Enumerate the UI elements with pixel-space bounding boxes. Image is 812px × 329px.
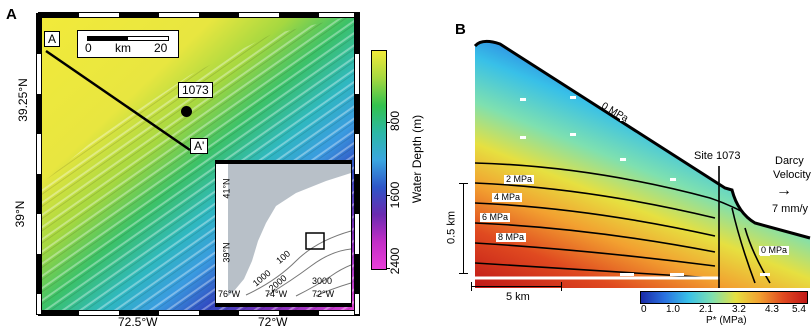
map-frame-right xyxy=(354,13,360,315)
inset-frame-bar xyxy=(216,303,351,306)
velocity-arrow xyxy=(570,96,576,99)
inset-lon-2: 74°W xyxy=(265,289,288,299)
lat-label-1: 39.25°N xyxy=(16,78,30,122)
pressure-tick-4: 4.3 xyxy=(765,304,779,315)
contour-label-8mpa: 8 MPa xyxy=(496,232,527,242)
horizontal-scale-cap xyxy=(561,282,562,291)
scale-bar-end: 20 xyxy=(154,41,168,55)
depth-tick-800: 800 xyxy=(388,110,402,132)
inset-frame-bar xyxy=(216,161,351,164)
lon-label-2: 72°W xyxy=(258,315,288,329)
pressure-tick-5: 5.4 xyxy=(792,304,806,315)
horizontal-scale-bar xyxy=(471,286,562,287)
contour-label-6mpa: 6 MPa xyxy=(480,212,511,222)
inset-lat-1: 41°N xyxy=(221,178,232,199)
panel-a-label: A xyxy=(6,6,17,23)
lon-label-1: 72.5°W xyxy=(118,315,158,329)
horizontal-scale-cap xyxy=(471,282,472,291)
pressure-colorbar xyxy=(640,291,808,304)
seafloor-line xyxy=(473,39,811,240)
pressure-tick-3: 3.2 xyxy=(732,304,746,315)
vertical-scale-bar xyxy=(463,183,464,274)
scale-bar-box: 0 km 20 xyxy=(77,30,179,58)
inset-contour-line xyxy=(295,264,352,297)
inset-contour-line xyxy=(245,230,352,296)
velocity-arrow xyxy=(620,118,626,121)
scale-bar xyxy=(87,36,169,41)
inset-contour-3000: 3000 xyxy=(312,276,333,286)
velocity-arrow xyxy=(570,133,576,136)
contour-label-4mpa: 4 MPa xyxy=(492,192,523,202)
site-label: 1073 xyxy=(178,82,213,98)
velocity-arrow xyxy=(520,98,526,101)
depth-colorbar xyxy=(371,50,387,270)
depth-colorbar-title: Water Depth (m) xyxy=(410,114,424,204)
site-1073-label: Site 1073 xyxy=(694,150,741,162)
inset-lon-1: 76°W xyxy=(218,289,241,299)
depth-tick-1600: 1600 xyxy=(388,181,402,209)
profile-line xyxy=(45,49,191,152)
velocity-arrow xyxy=(760,273,770,276)
pressure-colorbar-title: P* (MPa) xyxy=(706,315,747,326)
contour-line xyxy=(475,222,716,253)
velocity-arrow xyxy=(670,178,676,181)
scale-bar-unit: km xyxy=(115,41,131,55)
pressure-section xyxy=(473,39,811,288)
contour-line xyxy=(731,207,756,284)
inset-map-graphic xyxy=(216,161,352,306)
site-marker xyxy=(181,106,192,117)
inset-contour-line xyxy=(265,248,352,297)
scale-bar-start: 0 xyxy=(85,41,92,55)
vertical-scale-cap xyxy=(459,273,468,274)
horizontal-scale-label: 5 km xyxy=(506,291,530,303)
inset-study-box xyxy=(305,232,325,250)
profile-start-label: A xyxy=(44,31,61,47)
velocity-arrow xyxy=(520,136,526,139)
map-frame-left xyxy=(36,13,42,315)
lat-label-2: 39°N xyxy=(13,200,27,228)
vertical-scale-label: 0.5 km xyxy=(445,211,458,245)
velocity-arrow xyxy=(620,158,626,161)
profile-end-label: A' xyxy=(190,138,209,154)
panel-b-label: B xyxy=(455,21,466,38)
contour-label-2mpa: 2 MPa xyxy=(504,174,535,184)
inset-lon-3: 72°W xyxy=(312,289,335,299)
contour-line xyxy=(475,262,716,279)
inset-land xyxy=(228,161,351,296)
pressure-tick-2: 2.1 xyxy=(699,304,713,315)
contour-line xyxy=(744,227,771,284)
profile-line-segment xyxy=(45,49,191,152)
slope-pressure-label: 0 MPa xyxy=(759,245,790,255)
pressure-tick-1: 1.0 xyxy=(666,304,680,315)
inset-contour-line xyxy=(315,282,352,297)
vertical-scale-cap xyxy=(459,183,468,184)
pressure-tick-0: 0 xyxy=(641,304,647,315)
inset-map: 41°N 39°N 100 1000 2000 3000 xyxy=(215,160,352,307)
inset-lat-2: 39°N xyxy=(221,242,232,263)
velocity-arrow xyxy=(670,148,676,151)
depth-tick-2400: 2400 xyxy=(388,247,402,275)
darcy-legend-line1: Darcy xyxy=(775,155,804,167)
wedge-body xyxy=(475,41,810,288)
darcy-legend-line2: Velocity xyxy=(773,169,811,181)
depth-colorbar-ticks xyxy=(386,50,390,270)
velocity-arrow xyxy=(670,273,684,276)
contour-line xyxy=(475,242,716,267)
darcy-legend-value: 7 mm/y xyxy=(772,203,809,215)
contour-line xyxy=(475,202,716,237)
velocity-arrow xyxy=(620,273,634,276)
contour-line xyxy=(475,182,716,219)
darcy-arrow-icon: → xyxy=(776,182,792,199)
